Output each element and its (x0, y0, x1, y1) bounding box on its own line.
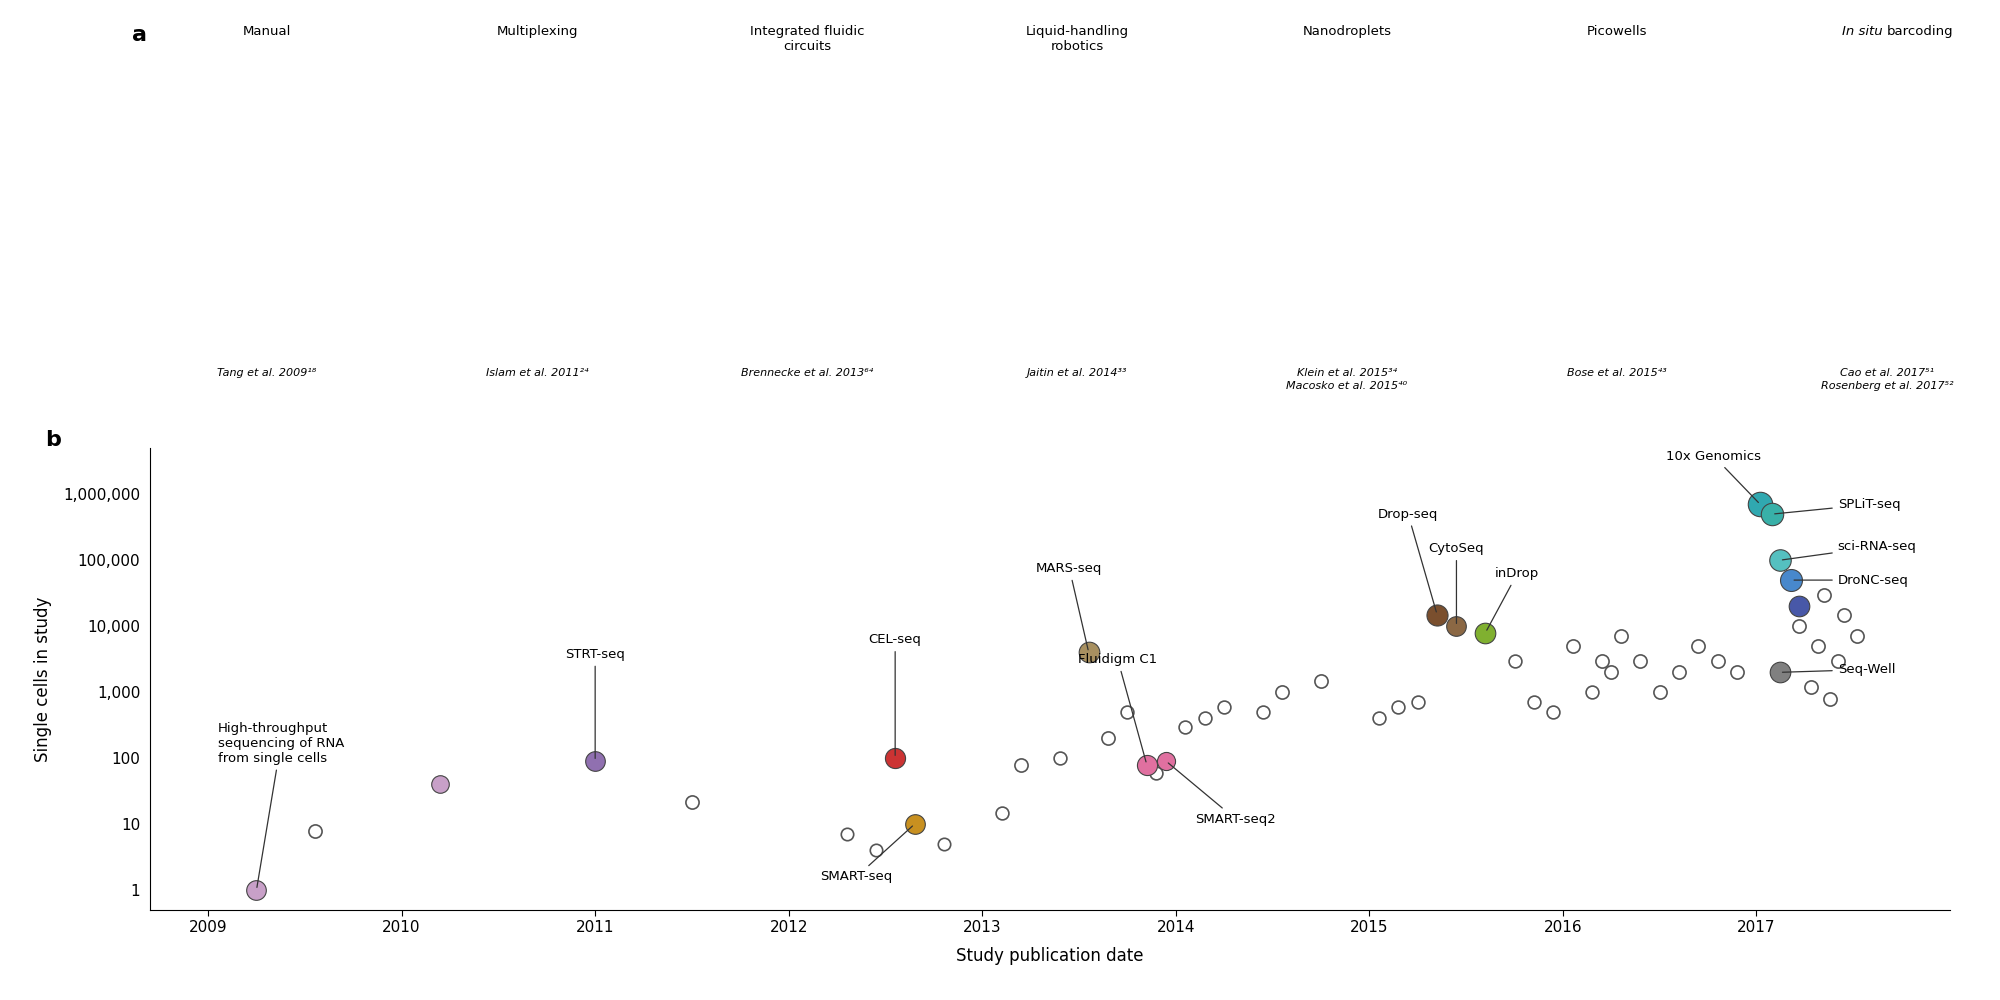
Point (1784, 598, 1816, 614)
Text: SMART-seq: SMART-seq (820, 826, 912, 883)
Point (1470, 625, 1502, 641)
Point (1044, 750, 1076, 766)
Point (1364, 710, 1396, 726)
Point (1092, 730, 1124, 746)
Point (1744, 496, 1776, 512)
Text: Picowells: Picowells (1586, 25, 1648, 38)
Y-axis label: Single cells in study: Single cells in study (34, 596, 52, 762)
X-axis label: Study publication date: Study publication date (956, 947, 1144, 965)
Text: Seq-Well: Seq-Well (1782, 663, 1896, 676)
Text: Islam et al. 2011²⁴: Islam et al. 2011²⁴ (486, 368, 588, 378)
Point (1624, 653, 1656, 669)
Text: SPLiT-seq: SPLiT-seq (1774, 498, 1900, 514)
Text: 10x Genomics: 10x Genomics (1666, 450, 1762, 502)
Point (1246, 704, 1278, 720)
Point (1266, 684, 1298, 700)
Text: sci-RNA-seq: sci-RNA-seq (1782, 540, 1916, 560)
Point (1072, 644, 1104, 660)
Point (1150, 753, 1182, 769)
Point (1784, 618, 1816, 634)
Text: Multiplexing: Multiplexing (496, 25, 578, 38)
Text: Manual: Manual (242, 25, 292, 38)
Point (1842, 628, 1874, 644)
Point (1764, 552, 1796, 568)
Point (898, 816, 930, 832)
Text: Drop-seq: Drop-seq (1378, 508, 1438, 612)
Point (1802, 638, 1834, 654)
Point (860, 842, 892, 858)
Point (1004, 757, 1036, 773)
Point (1170, 719, 1202, 735)
Text: b: b (46, 430, 62, 450)
Point (1576, 684, 1608, 700)
Point (1764, 664, 1796, 680)
Point (1188, 710, 1220, 726)
Text: Bose et al. 2015⁴³: Bose et al. 2015⁴³ (1568, 368, 1666, 378)
Point (830, 826, 862, 842)
Point (1702, 653, 1734, 669)
Point (1402, 694, 1434, 710)
Point (1304, 673, 1336, 689)
Text: Nanodroplets: Nanodroplets (1302, 25, 1392, 38)
Text: barcoding: barcoding (1888, 25, 1954, 38)
Point (1828, 607, 1860, 623)
Point (1682, 638, 1714, 654)
Point (928, 836, 960, 852)
Text: MARS-seq: MARS-seq (1036, 562, 1102, 650)
Point (1822, 653, 1854, 669)
Text: High-throughput
sequencing of RNA
from single cells: High-throughput sequencing of RNA from s… (218, 722, 344, 887)
Point (1814, 691, 1846, 707)
Point (1382, 699, 1414, 715)
Point (1208, 699, 1240, 715)
Text: Cao et al. 2017⁵¹
Rosenberg et al. 2017⁵²: Cao et al. 2017⁵¹ Rosenberg et al. 2017⁵… (1820, 368, 1954, 391)
Point (676, 794, 708, 810)
Text: Brennecke et al. 2013⁶⁴: Brennecke et al. 2013⁶⁴ (740, 368, 874, 378)
Text: Liquid-handling
robotics: Liquid-handling robotics (1026, 25, 1128, 53)
Text: a: a (132, 25, 148, 45)
Point (1422, 607, 1454, 623)
Point (580, 753, 612, 769)
Text: Integrated fluidic
circuits: Integrated fluidic circuits (750, 25, 864, 53)
Point (1756, 506, 1788, 522)
Point (1722, 664, 1754, 680)
Point (1664, 664, 1696, 680)
Point (1586, 653, 1618, 669)
Point (1130, 757, 1162, 773)
Point (1776, 572, 1808, 588)
Point (880, 750, 912, 766)
Text: In situ: In situ (1842, 25, 1888, 38)
Text: Jaitin et al. 2014³³: Jaitin et al. 2014³³ (1026, 368, 1128, 378)
Point (1440, 618, 1472, 634)
Text: Klein et al. 2015³⁴
Macosko et al. 2015⁴⁰: Klein et al. 2015³⁴ Macosko et al. 2015⁴… (1286, 368, 1408, 391)
Text: inDrop: inDrop (1486, 567, 1540, 630)
Point (1596, 664, 1628, 680)
Point (298, 823, 330, 839)
Text: STRT-seq: STRT-seq (566, 648, 626, 758)
Text: SMART-seq2: SMART-seq2 (1168, 763, 1276, 826)
Point (1556, 638, 1588, 654)
Point (1808, 587, 1840, 603)
Point (1644, 684, 1676, 700)
Text: Fluidigm C1: Fluidigm C1 (1078, 653, 1158, 762)
Point (1538, 704, 1570, 720)
Point (424, 776, 456, 792)
Point (1518, 694, 1550, 710)
Text: Tang et al. 2009¹⁸: Tang et al. 2009¹⁸ (218, 368, 316, 378)
Point (1604, 628, 1636, 644)
Text: CytoSeq: CytoSeq (1428, 542, 1484, 623)
Text: DroNC-seq: DroNC-seq (1794, 574, 1908, 587)
Point (1140, 765, 1172, 781)
Point (1498, 653, 1530, 669)
Text: CEL-seq: CEL-seq (868, 633, 922, 755)
Point (986, 805, 1018, 821)
Point (1794, 679, 1826, 695)
Point (1112, 704, 1144, 720)
Point (240, 882, 272, 898)
